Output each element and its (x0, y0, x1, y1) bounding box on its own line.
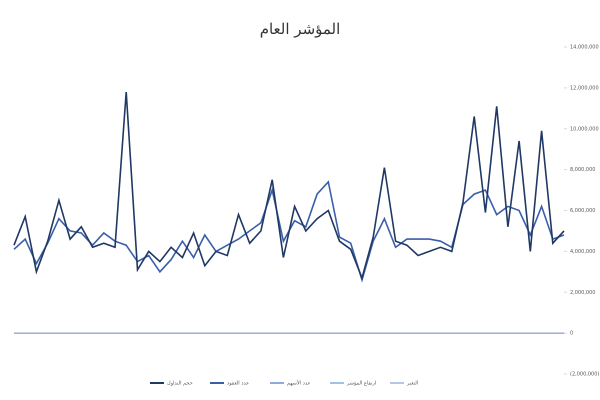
series-line (13, 91, 565, 281)
chart-title: المؤشر العام (260, 20, 341, 38)
legend-label: عدد العقود (227, 381, 249, 387)
legend-label: حجم التداول (167, 381, 193, 387)
y-tick-label: 14,000,000 (570, 45, 599, 51)
y-tick-label: 12,000,000 (570, 85, 599, 91)
legend-label: ارتفاع المؤشر (346, 381, 376, 387)
y-tick-label: 2,000,000 (570, 290, 595, 296)
y-tick-label: 8,000,000 (570, 167, 595, 173)
y-tick-label: 0 (570, 331, 573, 337)
legend-label: التغير (406, 381, 418, 387)
y-tick-label: 6,000,000 (570, 208, 595, 214)
y-tick-label: 10,000,000 (570, 126, 599, 132)
y-tick-label: (2,000,000) (570, 372, 599, 378)
y-tick-label: 4,000,000 (570, 249, 595, 255)
legend-label: عدد الأسهم (287, 380, 311, 387)
